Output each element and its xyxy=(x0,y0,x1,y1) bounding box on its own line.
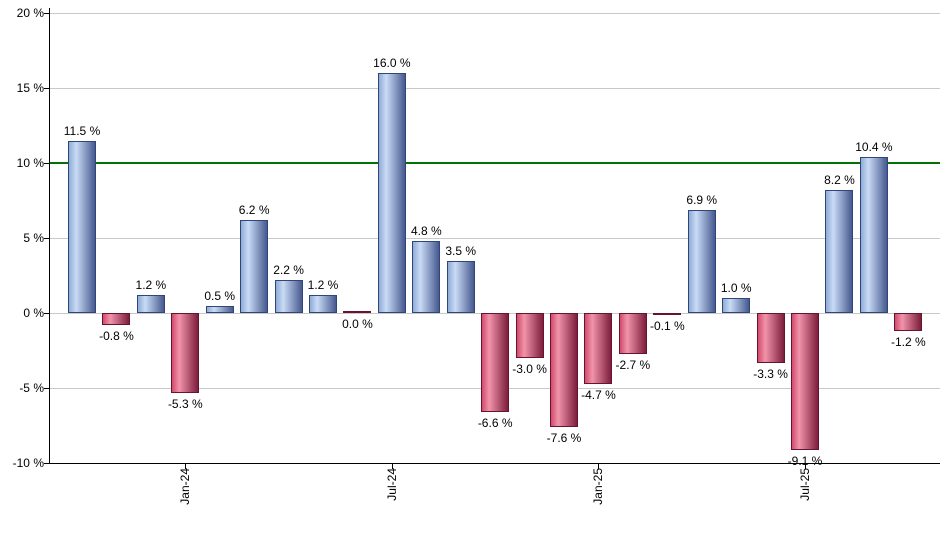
bar-value-label: -2.7 % xyxy=(615,357,651,372)
y-axis-tick-label: -5 % xyxy=(19,381,44,395)
bar-value-label: -5.3 % xyxy=(167,396,203,411)
y-axis-line xyxy=(49,8,50,464)
negative-bar xyxy=(102,313,131,325)
positive-bar xyxy=(68,140,96,313)
bar-value-label: 0.5 % xyxy=(204,288,236,303)
bar-value-label: 10.4 % xyxy=(855,140,893,154)
positive-bar xyxy=(274,280,303,313)
x-axis-tick-label: Jan-25 xyxy=(591,468,606,505)
y-axis-tick-label: 5 % xyxy=(23,231,44,245)
x-axis-tick-label: Jul-24 xyxy=(384,468,399,501)
negative-bar xyxy=(756,313,785,363)
positive-bar xyxy=(687,209,716,313)
bar-value-label: 6.9 % xyxy=(686,192,718,207)
y-axis-tick xyxy=(44,388,49,389)
positive-bar xyxy=(240,220,269,313)
y-axis-tick-label: 20 % xyxy=(16,6,44,20)
positive-bar xyxy=(136,295,165,313)
positive-bar xyxy=(859,157,888,313)
x-axis-tick-label: Jan-24 xyxy=(178,468,193,505)
bar-value-label: 4.8 % xyxy=(410,224,442,238)
bar-value-label: 6.2 % xyxy=(238,203,270,217)
bar-value-label: 3.5 % xyxy=(445,243,477,258)
positive-bar xyxy=(412,241,441,313)
grid-line xyxy=(49,238,940,239)
bar-value-label: -3.3 % xyxy=(753,366,788,381)
y-axis-tick-label: 10 % xyxy=(16,156,44,170)
positive-bar xyxy=(377,73,406,313)
bar-value-label: 11.5 % xyxy=(63,123,101,138)
bar-value-label: 1.2 % xyxy=(307,278,339,292)
y-axis-tick xyxy=(44,463,49,464)
y-axis-tick xyxy=(44,13,49,14)
negative-bar xyxy=(550,313,579,427)
x-axis-tick xyxy=(185,464,187,469)
negative-bar xyxy=(343,311,372,313)
bar-value-label: -0.1 % xyxy=(649,319,685,333)
x-axis-line xyxy=(49,463,940,464)
negative-bar xyxy=(171,313,200,393)
grid-line xyxy=(49,13,940,14)
bar-value-label: 1.2 % xyxy=(135,278,167,292)
y-axis-tick-label: 0 % xyxy=(23,306,44,320)
y-axis-tick xyxy=(44,88,49,89)
x-axis-tick xyxy=(805,464,807,469)
negative-bar xyxy=(653,313,682,315)
positive-bar xyxy=(825,190,854,313)
negative-bar xyxy=(791,313,820,450)
bar-value-label: 0.0 % xyxy=(342,317,373,331)
bar-value-label: -3.0 % xyxy=(512,362,547,376)
positive-bar xyxy=(722,298,751,313)
negative-bar xyxy=(894,313,923,331)
grid-line xyxy=(49,88,940,89)
y-axis-tick xyxy=(44,163,49,164)
bar-value-label: -1.2 % xyxy=(890,335,926,349)
bar-value-label: -9.1 % xyxy=(787,453,823,468)
negative-bar xyxy=(515,313,544,358)
positive-bar xyxy=(446,260,475,313)
bar-value-label: 2.2 % xyxy=(273,263,304,277)
x-axis-tick-label: Jul-25 xyxy=(798,468,813,501)
bar-value-label: -4.7 % xyxy=(581,387,616,402)
bar-value-label: -7.6 % xyxy=(546,431,582,445)
x-axis-tick xyxy=(391,464,393,469)
y-axis-tick-label: 15 % xyxy=(16,81,44,95)
x-axis-tick xyxy=(598,464,600,469)
bar-value-label: -6.6 % xyxy=(477,416,513,430)
negative-bar xyxy=(618,313,647,354)
bar-value-label: -0.8 % xyxy=(99,329,134,343)
bar-value-label: 8.2 % xyxy=(824,173,855,187)
y-axis-tick xyxy=(44,313,49,314)
bar-value-label: 16.0 % xyxy=(373,56,411,70)
positive-bar xyxy=(309,295,337,313)
positive-bar xyxy=(205,305,234,313)
y-axis-tick xyxy=(44,238,49,239)
y-axis-tick-label: -10 % xyxy=(12,456,44,470)
bar-value-label: 1.0 % xyxy=(720,281,752,295)
negative-bar xyxy=(481,313,510,412)
reference-line xyxy=(49,162,940,164)
negative-bar xyxy=(584,313,613,384)
